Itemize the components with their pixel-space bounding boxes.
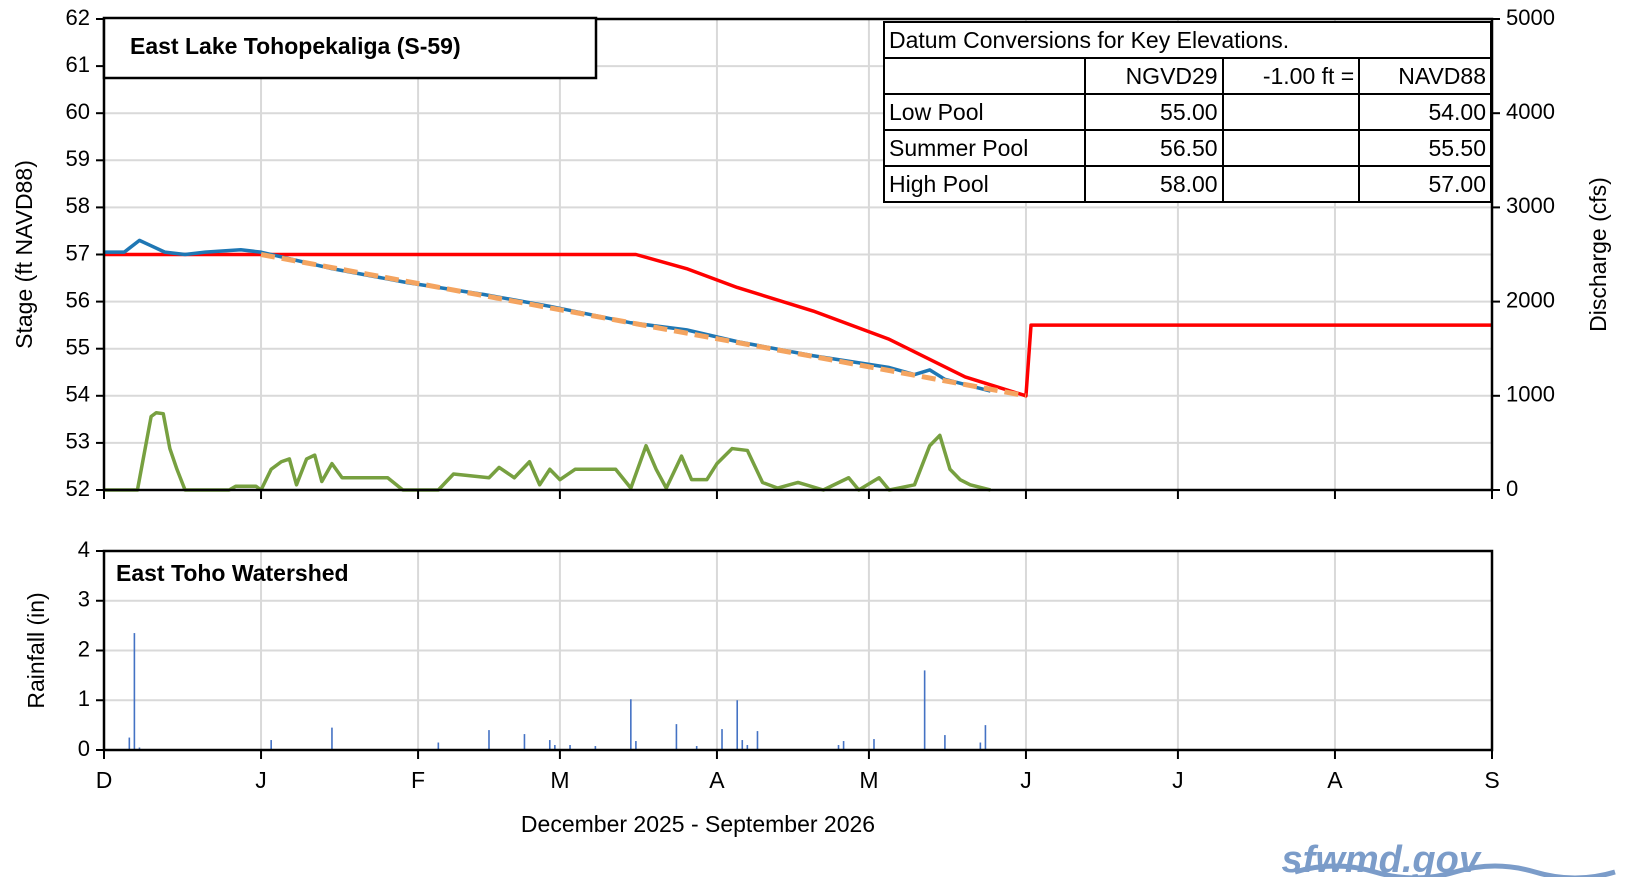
table-title: Datum Conversions for Key Elevations.	[883, 21, 1492, 59]
logo: sfwmd.gov	[1282, 839, 1482, 877]
y-tick-label: 56	[66, 287, 90, 312]
bar	[746, 745, 749, 750]
y-tick-label: 61	[66, 52, 90, 77]
bar	[488, 730, 490, 750]
table-cell: Summer Pool	[882, 129, 1087, 167]
y2-tick-label: 1000	[1506, 382, 1555, 407]
datum-table: Datum Conversions for Key Elevations. NG…	[882, 21, 1492, 203]
bar	[984, 725, 987, 750]
bar	[721, 729, 723, 750]
y-tick-label: 4	[78, 537, 90, 562]
y2-axis-label: Discharge (cfs)	[1585, 177, 1611, 332]
y2-tick-label: 0	[1506, 476, 1518, 501]
y2-tick-label: 3000	[1506, 193, 1555, 218]
bar	[695, 746, 698, 750]
x-tick-label: J	[1020, 767, 1032, 793]
table-header: NAVD88	[1358, 57, 1492, 95]
y-tick-label: 58	[66, 193, 90, 218]
x-tick-label: M	[550, 767, 569, 793]
bar	[630, 699, 632, 750]
x-tick-label: F	[411, 767, 425, 793]
table-cell: Low Pool	[882, 93, 1087, 131]
bar	[842, 741, 845, 750]
x-tick-label: J	[1172, 767, 1184, 793]
series-line	[104, 252, 1492, 398]
y2-tick-label: 5000	[1506, 5, 1555, 30]
bar	[635, 741, 637, 750]
table-cell: 55.00	[1084, 93, 1224, 131]
bar	[569, 745, 571, 750]
bar	[331, 727, 333, 750]
x-tick-label: S	[1484, 767, 1499, 793]
bar	[133, 633, 136, 750]
bar	[128, 737, 131, 750]
chart-title: East Toho Watershed	[116, 560, 349, 586]
y-tick-label: 62	[66, 5, 90, 30]
x-tick-label: D	[96, 767, 113, 793]
bar	[979, 742, 982, 750]
bar	[944, 735, 946, 750]
table-cell: High Pool	[882, 165, 1087, 203]
title-box	[102, 16, 598, 80]
y-tick-label: 55	[66, 335, 90, 360]
x-tick-label: M	[859, 767, 878, 793]
x-tick-label: A	[709, 767, 725, 793]
table-cell: 57.00	[1358, 165, 1492, 203]
y-tick-label: 2	[78, 636, 90, 661]
bar	[675, 724, 678, 750]
x-tick-label: J	[255, 767, 267, 793]
bar	[873, 739, 875, 750]
table-cell: 56.50	[1084, 129, 1224, 167]
y-tick-label: 3	[78, 587, 90, 612]
bar	[741, 740, 744, 750]
series-line	[104, 411, 991, 492]
table-cell: 58.00	[1084, 165, 1224, 203]
y2-tick-label: 2000	[1506, 287, 1555, 312]
y-tick-label: 60	[66, 99, 90, 124]
y-axis-label: Rainfall (in)	[23, 592, 49, 708]
bar	[270, 740, 272, 750]
bar	[437, 742, 440, 750]
bar	[548, 740, 551, 750]
bar	[756, 731, 759, 750]
bar	[554, 745, 556, 750]
bar	[594, 746, 597, 750]
table-cell: 55.50	[1358, 129, 1492, 167]
y-axis-label: Stage (ft NAVD88)	[11, 160, 37, 349]
y2-tick-label: 4000	[1506, 99, 1555, 124]
chart-title: East Lake Tohopekaliga (S-59)	[130, 33, 461, 59]
bar	[736, 700, 739, 750]
x-axis-label: December 2025 - September 2026	[521, 811, 875, 837]
y-tick-label: 52	[66, 476, 90, 501]
x-tick-label: A	[1327, 767, 1343, 793]
y-tick-label: 1	[78, 686, 90, 711]
table-header: NGVD29	[1084, 57, 1224, 95]
y-tick-label: 53	[66, 429, 90, 454]
y-tick-label: 59	[66, 146, 90, 171]
series-line	[260, 252, 1027, 399]
table-header: -1.00 ft =	[1221, 57, 1361, 95]
y-tick-label: 54	[66, 382, 90, 407]
y-tick-label: 57	[66, 240, 90, 265]
bar	[523, 734, 526, 750]
bar	[837, 745, 840, 750]
plot-border	[102, 549, 1494, 752]
logo-wave	[1294, 863, 1616, 877]
y-tick-label: 0	[78, 736, 90, 761]
bar	[923, 670, 926, 750]
table-cell: 54.00	[1358, 93, 1492, 131]
